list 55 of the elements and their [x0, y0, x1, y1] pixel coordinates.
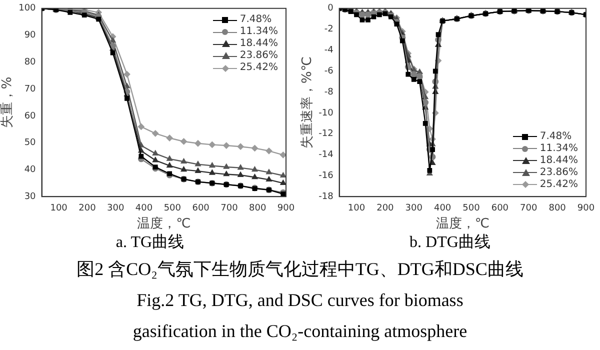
x-tick-label: 600 — [491, 203, 509, 214]
y-tick-label: 0 — [328, 4, 334, 14]
text: a. TG曲线 — [114, 232, 186, 253]
y-tick-label: 80 — [24, 58, 36, 68]
legend-label: 11.34% — [240, 26, 278, 38]
x-tick-label: 900 — [577, 203, 595, 214]
y-tick-label: -16 — [318, 171, 334, 182]
caption: 图2 含CO₂气氛下生物质气化过程中TG、DTG和DSC曲线 — [76, 258, 524, 281]
y-tick-label: 90 — [24, 30, 36, 41]
x-tick-label: 400 — [135, 203, 153, 214]
y-tick-label: -6 — [324, 66, 334, 76]
y-tick-label: -12 — [318, 129, 334, 140]
x-tick-label: 200 — [78, 203, 96, 214]
x-axis-title: 温度，℃ — [436, 216, 490, 232]
x-tick-label: 800 — [249, 203, 266, 214]
x-tick-label: 400 — [434, 203, 452, 214]
x-tick-label: 500 — [462, 203, 480, 214]
y-tick-label: 40 — [24, 165, 36, 176]
y-tick-label: -10 — [318, 108, 334, 118]
y-tick-label: -4 — [324, 46, 334, 56]
x-tick-label: 100 — [348, 203, 366, 214]
legend-label: 25.42% — [240, 62, 278, 74]
y-tick-label: -8 — [324, 87, 334, 98]
x-tick-label: 700 — [220, 203, 238, 214]
caption: Fig.2 TG, DTG, and DSC curves for biomass — [136, 289, 464, 312]
legend-label: 18.44% — [240, 38, 278, 50]
x-tick-label: 300 — [405, 203, 423, 214]
x-tick-label: 800 — [548, 203, 566, 214]
y-tick-label: -14 — [318, 150, 334, 160]
y-tick-label: 60 — [24, 111, 36, 122]
legend-label: 7.48% — [540, 130, 572, 143]
y-axis-title: 失重，% — [0, 76, 16, 128]
legend-label: 23.86% — [540, 166, 578, 179]
x-tick-label: 200 — [376, 203, 394, 214]
x-tick-label: 700 — [520, 203, 538, 214]
y-tick-label: 50 — [24, 138, 36, 148]
legend-label: 25.42% — [540, 178, 578, 191]
y-tick-label: 30 — [24, 192, 36, 202]
y-tick-label: 70 — [24, 84, 36, 94]
x-axis-title: 温度，℃ — [137, 216, 191, 232]
legend-label: 23.86% — [240, 50, 278, 62]
x-tick-label: 300 — [107, 203, 124, 214]
y-tick-label: 100 — [18, 4, 36, 14]
x-tick-label: 100 — [50, 203, 68, 214]
legend-label: 18.44% — [540, 154, 578, 167]
legend-label: 11.34% — [540, 142, 578, 155]
x-tick-label: 600 — [192, 203, 210, 214]
y-tick-label: -18 — [318, 192, 334, 202]
x-tick-label: 500 — [164, 203, 182, 214]
legend-label: 7.48% — [240, 14, 272, 26]
text: b. DTG曲线 — [408, 232, 492, 253]
y-tick-label: -2 — [324, 24, 334, 35]
text: gasification in the CO₂-containing atmosphere — [132, 320, 468, 343]
x-tick-label: 900 — [277, 203, 295, 214]
y-axis-title: 失重速率，%℃ — [299, 56, 316, 148]
